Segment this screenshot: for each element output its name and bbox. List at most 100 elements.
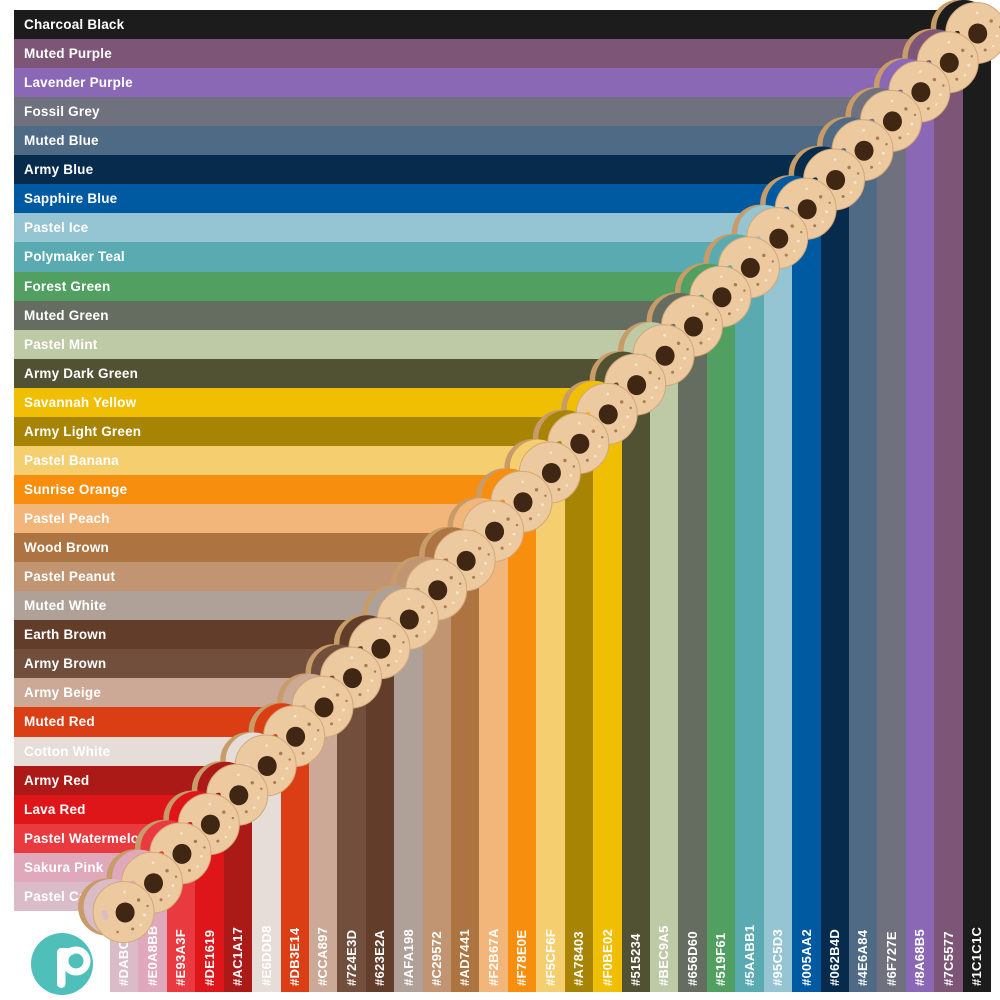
spool-speck xyxy=(443,605,447,609)
color-column: #656D60 xyxy=(678,301,707,992)
spool-speck xyxy=(379,627,382,630)
spool-speck xyxy=(342,708,345,712)
spool-speck xyxy=(146,904,149,908)
spool-speck xyxy=(472,575,476,579)
spool-speck xyxy=(364,663,368,668)
color-column: #515234 xyxy=(622,359,650,992)
spool-speck xyxy=(165,869,169,873)
spool-speck xyxy=(841,195,845,198)
spool-speck xyxy=(151,861,155,864)
spool-hub-hole xyxy=(172,843,192,864)
spool-speck xyxy=(301,751,305,755)
spool-speck xyxy=(322,685,325,689)
color-column: #95C5D3 xyxy=(764,213,792,992)
spool-speck xyxy=(683,356,686,360)
spool-hub-hole xyxy=(456,550,476,571)
spool-speck xyxy=(167,894,171,897)
spool-speck xyxy=(614,429,618,433)
spool-speck xyxy=(187,868,191,872)
spool-speck xyxy=(180,832,183,835)
color-name-label: Lava Red xyxy=(24,802,86,817)
color-column: #5AABB1 xyxy=(735,242,764,992)
color-row: Pastel Ice xyxy=(14,213,792,242)
color-name-label: Lavender Purple xyxy=(24,75,133,90)
color-row: Army Dark Green xyxy=(14,359,650,388)
color-column: #005AA2 xyxy=(792,184,821,992)
spool-speck xyxy=(464,539,467,542)
spool-speck xyxy=(784,253,788,257)
spool-speck xyxy=(828,201,831,204)
color-row: Fossil Grey xyxy=(14,97,906,126)
color-name-label: Army Beige xyxy=(24,685,102,700)
spool-speck xyxy=(878,162,881,165)
spool-speck xyxy=(992,44,995,48)
spool-speck xyxy=(313,737,317,741)
spool-speck xyxy=(196,865,199,868)
spool-speck xyxy=(601,436,604,439)
color-row: Savannah Yellow xyxy=(14,388,622,417)
spool-speck xyxy=(882,151,885,155)
spool-speck xyxy=(771,260,775,263)
spool-speck xyxy=(906,132,910,136)
spool-speck xyxy=(967,63,971,67)
spool-speck xyxy=(265,744,269,747)
spool-hub-hole xyxy=(684,316,703,337)
spool-speck xyxy=(743,289,746,292)
spool-hub-hole xyxy=(399,609,419,630)
spool-speck xyxy=(626,415,630,419)
spool-speck xyxy=(935,103,938,106)
spool-speck xyxy=(597,444,601,448)
spool-speck xyxy=(800,230,803,234)
spool-speck xyxy=(484,562,488,565)
spool-speck xyxy=(392,634,397,638)
spool-speck xyxy=(521,480,524,484)
spool-speck xyxy=(395,660,398,663)
spool-speck xyxy=(316,729,320,732)
spool-speck xyxy=(281,777,284,780)
spool-speck xyxy=(699,341,703,345)
spool-speck xyxy=(622,425,625,429)
spool-speck xyxy=(648,370,652,375)
spool-speck xyxy=(293,714,297,718)
spool-hub-hole xyxy=(257,756,277,776)
spool-speck xyxy=(171,884,175,888)
color-row: Pastel Peach xyxy=(14,504,508,533)
spool-speck xyxy=(253,806,256,809)
spool-speck xyxy=(926,107,930,111)
color-column: #1C1C1C xyxy=(963,10,991,992)
spool-speck xyxy=(762,253,766,258)
spool-speck xyxy=(629,406,632,410)
spool-speck xyxy=(515,523,519,527)
spool-speck xyxy=(910,122,914,126)
spool-speck xyxy=(330,722,334,726)
spool-speck xyxy=(537,513,540,516)
spool-speck xyxy=(676,341,681,345)
spool-filament-window xyxy=(101,909,109,921)
color-name-label: Army Brown xyxy=(24,656,107,671)
spool-hub-hole xyxy=(939,52,959,73)
spool-hub-hole xyxy=(485,521,505,542)
spool-speck xyxy=(216,839,220,843)
filament-spool xyxy=(78,878,155,943)
spool-hub-hole xyxy=(200,814,220,835)
color-row: Wood Brown xyxy=(14,533,479,562)
spool-speck xyxy=(208,802,212,806)
spool-hub-hole xyxy=(144,873,164,894)
spool-speck xyxy=(740,298,743,302)
spool-hub-hole xyxy=(513,492,533,513)
spool-speck xyxy=(818,195,823,199)
spool-speck xyxy=(250,781,254,785)
spool-speck xyxy=(796,239,800,243)
spool-speck xyxy=(919,70,922,73)
color-name-label: Pastel Peach xyxy=(24,511,110,526)
spool-speck xyxy=(370,679,374,682)
spool-speck xyxy=(983,48,987,52)
spool-speck xyxy=(620,400,624,404)
color-name-label: Fossil Grey xyxy=(24,104,100,119)
spool-speck xyxy=(335,693,340,697)
spool-speck xyxy=(435,568,439,571)
color-row: Sunrise Orange xyxy=(14,475,536,504)
spool-speck xyxy=(421,605,425,609)
